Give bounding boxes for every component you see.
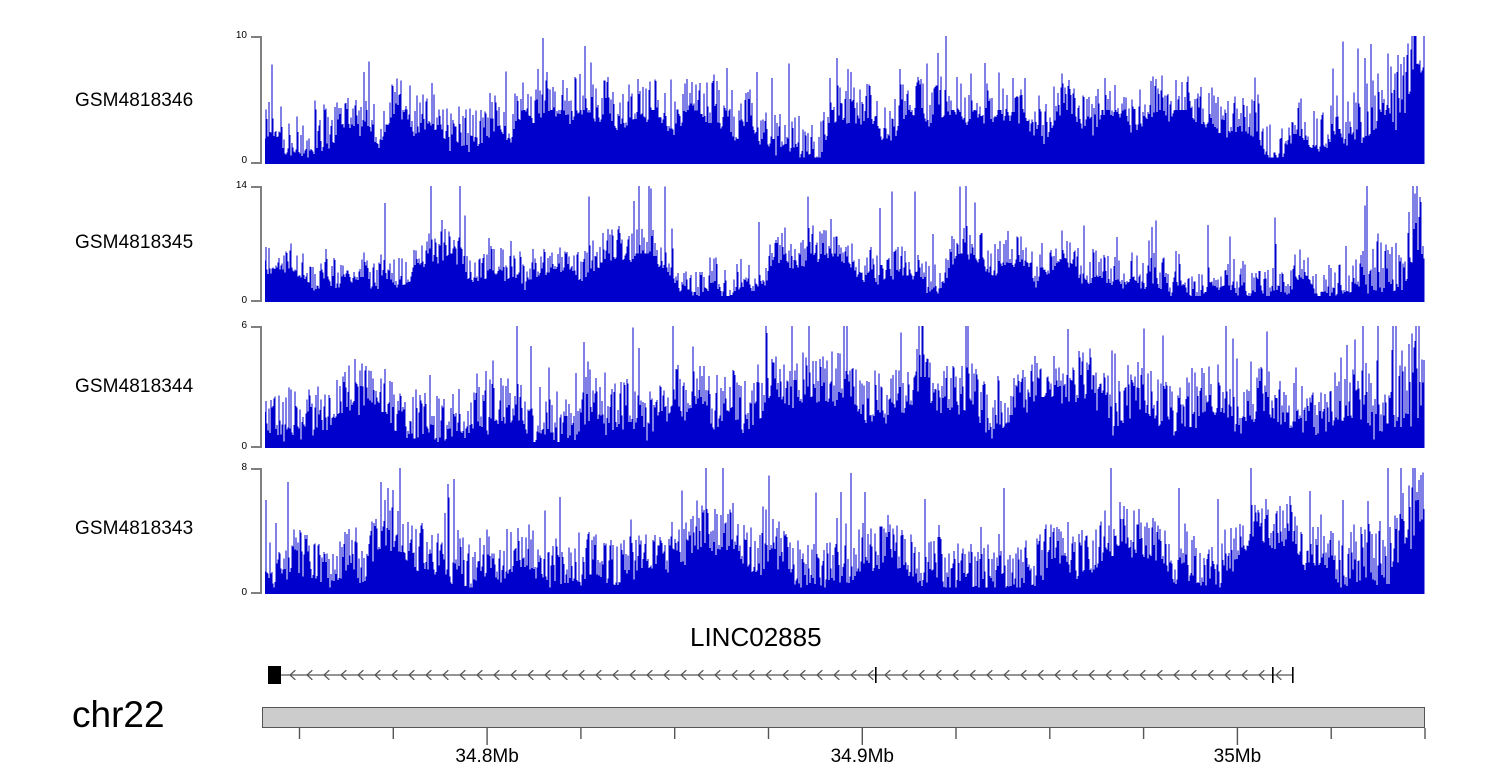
axis-min-label: 0: [241, 587, 247, 598]
axis-max-label: 14: [235, 180, 247, 191]
ruler-axis: 34.8Mb 34.9Mb 35Mb: [0, 728, 1500, 780]
ideogram-bar[interactable]: [262, 707, 1425, 728]
axis-min-label: 0: [241, 155, 247, 166]
axis-min-label: 0: [241, 441, 247, 452]
chromosome-label: chr22: [72, 694, 165, 735]
coverage-signal[interactable]: [265, 186, 1425, 302]
coverage-signal[interactable]: [265, 468, 1425, 594]
gene-name-label: LINC02885: [690, 622, 822, 652]
axis-max-label: 8: [241, 462, 247, 473]
axis-min-label: 0: [241, 295, 247, 306]
ruler-tick-label: 34.8Mb: [455, 746, 519, 767]
track-sample-label: GSM4818344: [75, 376, 194, 397]
axis-max-label: 10: [235, 30, 247, 41]
gene-model[interactable]: [0, 660, 1500, 690]
coverage-signal[interactable]: [265, 36, 1425, 164]
axis-max-label: 6: [241, 320, 247, 331]
ruler-tick-label: 34.9Mb: [830, 746, 894, 767]
track-sample-label: GSM4818345: [75, 232, 194, 253]
track-sample-label: GSM4818346: [75, 90, 194, 111]
coverage-signal[interactable]: [265, 326, 1425, 448]
track-sample-label: GSM4818343: [75, 518, 194, 539]
ruler-tick-label: 35Mb: [1213, 746, 1262, 767]
